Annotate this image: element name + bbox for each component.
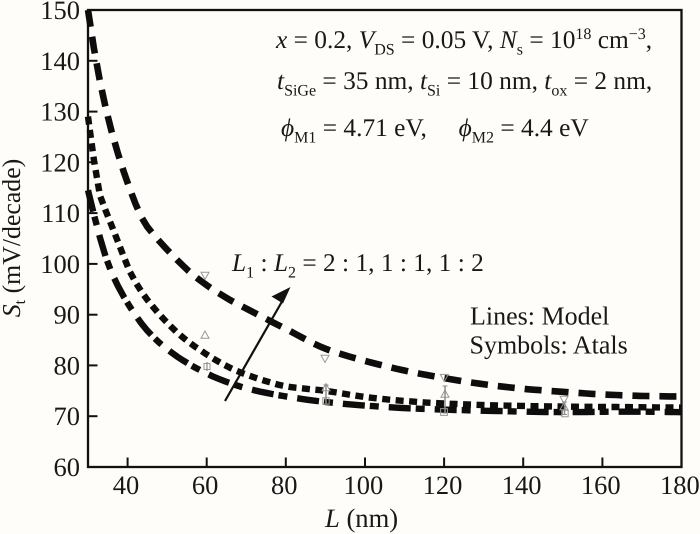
svg-text:St (mV/decade): St (mV/decade) [0,159,29,317]
svg-text:140: 140 [502,470,542,500]
svg-text:160: 160 [581,470,621,500]
svg-text:90: 90 [54,300,81,330]
svg-text:110: 110 [41,198,80,228]
svg-text:60: 60 [54,452,81,482]
svg-text:180: 180 [660,470,700,500]
svg-text:60: 60 [192,470,219,500]
svg-text:150: 150 [40,0,80,25]
svg-text:130: 130 [40,97,80,127]
svg-text:x = 0.2, VDS = 0.05 V, Ns = 10: x = 0.2, VDS = 0.05 V, Ns = 1018 cm−3, [275,26,652,59]
svg-text:100: 100 [344,470,384,500]
svg-text:140: 140 [40,46,80,76]
svg-text:100: 100 [40,249,80,279]
svg-text:40: 40 [113,470,140,500]
svg-text:120: 120 [423,470,463,500]
svg-text:tSiGe = 35 nm, tSi = 10 nm, to: tSiGe = 35 nm, tSi = 10 nm, tox = 2 nm, [277,67,652,100]
svg-text:ϕM1 = 4.71 eV, ϕM2 = 4.4 e: ϕM1 = 4.71 eV, ϕM2 = 4.4 eV [281,114,589,147]
svg-text:80: 80 [54,350,81,380]
svg-text:120: 120 [40,147,80,177]
svg-text:Symbols: Atals: Symbols: Atals [470,331,628,360]
svg-text:70: 70 [54,401,81,431]
svg-text:Lines: Model: Lines: Model [470,302,609,331]
svg-text:L1 : L2 = 2 : 1, 1 : 1, 1 : 2: L1 : L2 = 2 : 1, 1 : 1, 1 : 2 [231,249,484,282]
svg-text:L (nm): L (nm) [324,503,398,533]
svg-text:80: 80 [271,470,298,500]
